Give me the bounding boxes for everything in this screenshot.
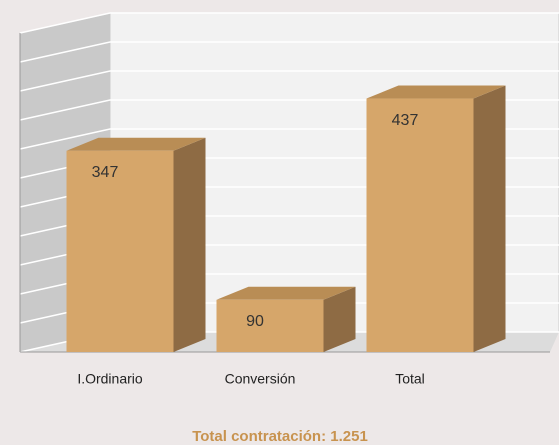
bar-side (173, 137, 206, 352)
bar-side (323, 286, 356, 352)
grid-line (19, 12, 559, 34)
x-tick-label: Total (395, 371, 425, 387)
x-tick-label: I.Ordinario (77, 371, 143, 387)
value-label: 437 (392, 112, 419, 129)
value-label: 347 (92, 164, 119, 181)
bar-front (66, 150, 174, 352)
bar (66, 137, 206, 352)
value-label: 90 (246, 313, 264, 330)
bar (216, 286, 356, 352)
bar (366, 85, 506, 352)
grid-line (19, 70, 559, 92)
bar-front (366, 98, 474, 352)
bar-top (366, 85, 506, 99)
bar-front (216, 299, 324, 352)
x-tick-label: Conversión (225, 371, 296, 387)
footer: Total contratación: 1.251 (192, 428, 368, 445)
bar-top (66, 137, 206, 151)
bar-top (216, 286, 356, 300)
grid-line (19, 41, 559, 63)
bar-side (473, 85, 506, 352)
